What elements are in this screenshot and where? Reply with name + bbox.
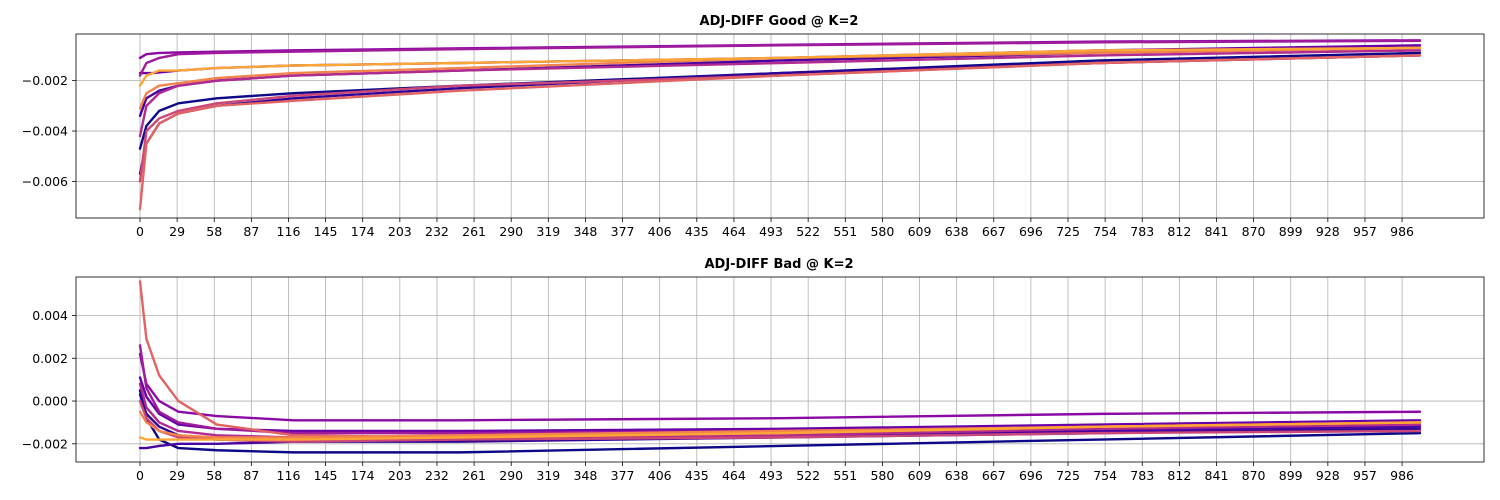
x-tick-label: 580 [870,224,894,239]
series-line-4 [138,376,1422,433]
x-tick-label: 29 [169,224,185,239]
series-line-1 [138,389,1422,454]
x-tick-label: 696 [1019,224,1043,239]
x-tick-label: 551 [833,468,857,483]
axes-frame-bad [75,276,1485,463]
chart-panel-bad: ADJ-DIFF Bad @ K=2 0 29 58 87 116 145 174 203 23… [22,257,1485,483]
axes-frame-good [75,33,1485,219]
chart-title-bad: ADJ-DIFF Bad @ K=2 [704,257,853,272]
x-tick-label: 232 [425,468,449,483]
x-tick-label: 116 [277,468,301,483]
x-tick-label: 464 [722,224,746,239]
x-tick-label: 203 [388,224,412,239]
x-tick-label: 522 [796,224,820,239]
x-tick-label: 986 [1390,224,1414,239]
x-tick-label: 145 [314,468,338,483]
series-line-1 [138,51,1422,150]
x-tick-label: 696 [1019,468,1043,483]
x-tick-label: 725 [1056,224,1080,239]
x-tick-label: 609 [908,468,932,483]
x-tick-label: 319 [536,468,560,483]
x-tick-label: 174 [351,224,375,239]
x-tick-label: 899 [1279,468,1303,483]
x-tick-label: 290 [499,468,523,483]
x-tick-label: 58 [206,224,222,239]
y-tick-label: 0.004 [32,308,68,323]
x-tick-label: 290 [499,224,523,239]
x-tick-label: 783 [1130,224,1154,239]
x-tick-label: 783 [1130,468,1154,483]
x-tick-label: 377 [611,224,635,239]
x-tick-label: 87 [243,468,259,483]
x-tick-label: 957 [1353,224,1377,239]
series-lines-good [138,39,1422,211]
y-tick-label: 0.000 [32,394,68,409]
x-tick-label: 812 [1167,468,1191,483]
x-tick-label: 928 [1316,224,1340,239]
x-tick-label: 986 [1390,468,1414,483]
x-tick-label: 928 [1316,468,1340,483]
x-tick-label: 812 [1167,224,1191,239]
x-tick-label: 203 [388,468,412,483]
y-tick-label: −0.002 [22,73,68,88]
x-tick-label: 754 [1093,468,1117,483]
x-tick-label: 348 [574,468,598,483]
series-line-6 [138,39,1422,77]
series-line-11 [138,421,1422,441]
series-line-10 [138,46,1422,110]
x-tick-label: 0 [136,468,144,483]
y-tick-label: −0.002 [22,436,68,451]
x-tick-label: 754 [1093,224,1117,239]
x-tick-label: 232 [425,224,449,239]
x-tick-label: 261 [462,468,486,483]
x-tick-label: 870 [1242,224,1266,239]
x-tick-label: 29 [169,468,185,483]
x-tick-label: 725 [1056,468,1080,483]
x-tick-label: 667 [982,468,1006,483]
x-tick-label: 667 [982,224,1006,239]
x-tick-label: 348 [574,224,598,239]
x-tick-label: 841 [1205,468,1229,483]
x-tick-label: 493 [759,224,783,239]
x-tick-label: 0 [136,224,144,239]
x-tick-label: 551 [833,224,857,239]
x-tick-label: 87 [243,224,259,239]
x-tick-label: 261 [462,224,486,239]
y-tick-label: 0.002 [32,351,68,366]
series-line-7 [138,49,1422,138]
chart-title-good: ADJ-DIFF Good @ K=2 [700,14,859,29]
x-tick-label: 609 [908,224,932,239]
x-tick-label: 406 [648,468,672,483]
x-tick-label: 899 [1279,224,1303,239]
series-lines-bad [138,280,1422,454]
x-tick-label: 145 [314,224,338,239]
x-tick-label: 174 [351,468,375,483]
series-line-5 [138,352,1422,422]
x-tick-label: 406 [648,224,672,239]
series-line-9 [138,54,1422,211]
y-tick-label: −0.004 [22,124,68,139]
x-tick-label: 638 [945,224,969,239]
x-tick-label: 319 [536,224,560,239]
x-tick-label: 377 [611,468,635,483]
x-tick-label: 435 [685,468,709,483]
x-tick-label: 522 [796,468,820,483]
x-tick-label: 957 [1353,468,1377,483]
x-tick-label: 58 [206,468,222,483]
x-tick-label: 435 [685,224,709,239]
series-line-11 [138,46,1422,87]
x-tick-label: 464 [722,468,746,483]
x-tick-label: 580 [870,468,894,483]
x-tick-label: 841 [1205,224,1229,239]
x-tick-label: 493 [759,468,783,483]
x-tick-label: 116 [277,224,301,239]
x-tick-label: 638 [945,468,969,483]
y-tick-label: −0.006 [22,174,68,189]
series-line-2 [138,54,1422,176]
x-tick-label: 870 [1242,468,1266,483]
chart-panel-good: ADJ-DIFF Good @ K=2 0 29 58 87 116 145 174 203 2… [22,14,1485,239]
